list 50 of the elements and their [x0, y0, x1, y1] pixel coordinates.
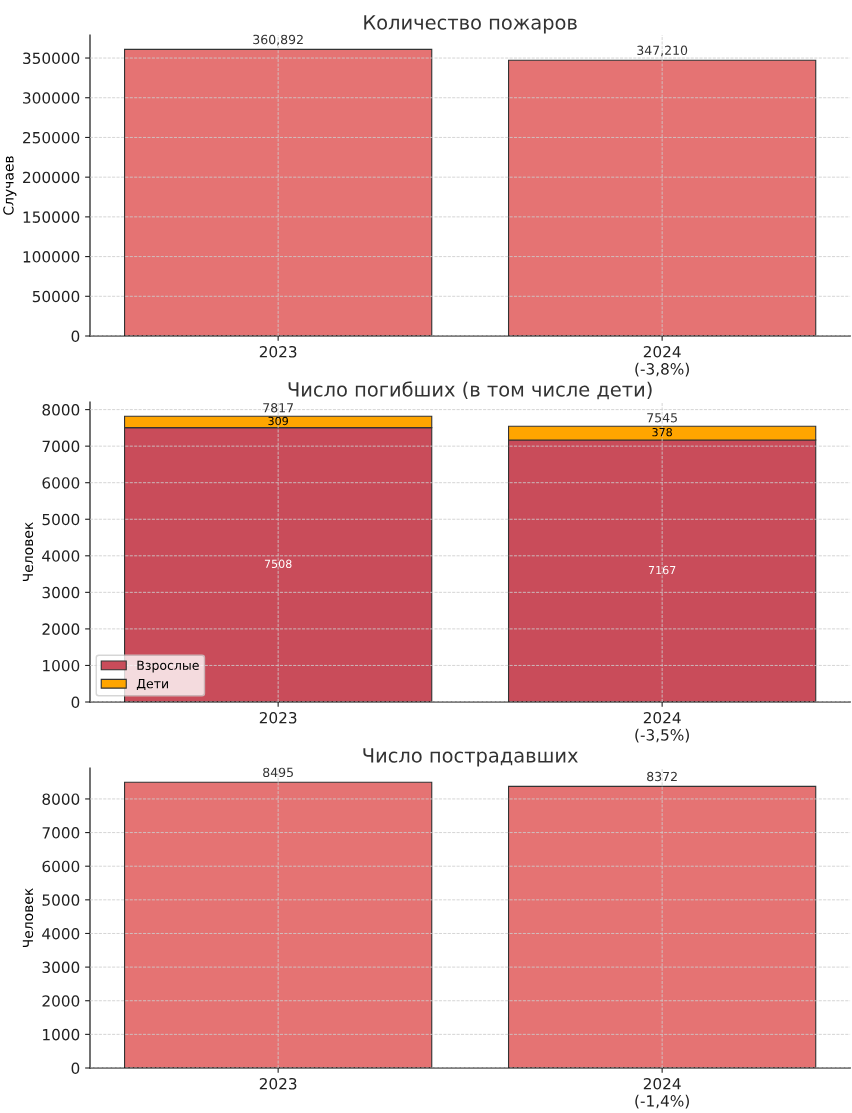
y-tick-label: 7000	[42, 440, 80, 453]
legend-label: Дети	[136, 679, 168, 691]
y-axis-title: Человек	[22, 522, 34, 582]
y-tick-label: 2000	[42, 623, 80, 635]
y-tick-label: 7000	[42, 827, 80, 839]
y-tick-label: 6000	[42, 477, 80, 489]
chart-title: Число пострадавших	[363, 748, 578, 767]
y-tick-label: 250000	[23, 131, 80, 144]
y-tick-label: 3000	[42, 586, 80, 599]
data-label: 309	[268, 416, 288, 426]
y-tick-label: 50000	[32, 290, 80, 303]
chart-title: Число погибших (в том числе дети)	[288, 381, 652, 400]
y-tick-label: 6000	[42, 860, 80, 873]
chart-title: Количество пожаров	[364, 15, 577, 34]
y-axis-title: Человек	[22, 888, 34, 948]
y-tick-label: 0	[71, 330, 80, 343]
data-label: 7167	[648, 565, 676, 575]
y-tick-label: 2000	[42, 995, 80, 1007]
data-label: 360,892	[253, 34, 303, 46]
data-label: 347,210	[637, 45, 688, 57]
y-axis-title: Случаев	[3, 156, 17, 215]
x-tick-label: 2024 (-3,8%)	[635, 345, 689, 377]
y-tick-label: 350000	[23, 52, 80, 65]
y-tick-label: 300000	[23, 92, 80, 104]
total-label: 7817	[263, 403, 293, 413]
y-tick-label: 100000	[23, 251, 80, 263]
data-label: 7508	[264, 559, 292, 569]
y-tick-label: 5000	[42, 894, 80, 906]
y-tick-label: 3000	[42, 961, 80, 974]
y-tick-label: 4000	[42, 927, 80, 940]
y-tick-label: 5000	[42, 513, 80, 526]
y-tick-label: 4000	[42, 550, 80, 562]
y-tick-label: 8000	[42, 404, 80, 416]
y-tick-label: 150000	[23, 211, 80, 223]
legend-label: Взрослые	[137, 660, 199, 673]
x-tick-label: 2024 (-1,4%)	[635, 1077, 689, 1109]
data-label: 378	[652, 427, 672, 437]
x-tick-label: 2023	[259, 1077, 297, 1090]
y-tick-label: 1000	[43, 1028, 80, 1041]
x-tick-label: 2023	[259, 711, 297, 724]
y-tick-label: 200000	[23, 171, 80, 184]
y-tick-label: 0	[71, 1062, 80, 1075]
x-tick-label: 2024 (-3,5%)	[635, 711, 689, 743]
y-tick-label: 1000	[43, 659, 80, 672]
x-tick-label: 2023	[259, 345, 297, 358]
data-label: 8495	[263, 767, 293, 778]
total-label: 7545	[647, 413, 677, 423]
y-tick-label: 0	[71, 696, 80, 709]
y-tick-label: 8000	[42, 793, 80, 805]
data-label: 8372	[647, 771, 677, 782]
